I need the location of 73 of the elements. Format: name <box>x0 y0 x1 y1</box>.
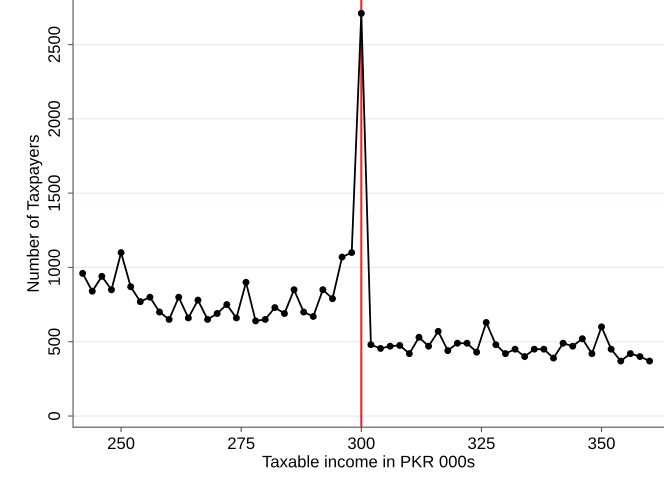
point <box>358 10 365 17</box>
y-tick-label: 1500 <box>48 175 60 210</box>
y-tick-label: 0 <box>48 412 60 420</box>
point <box>492 341 500 348</box>
point <box>454 340 461 347</box>
point <box>98 272 106 280</box>
x-axis-title: Taxable income in PKR 000s <box>262 455 474 468</box>
point <box>396 342 404 349</box>
point <box>118 249 125 256</box>
point <box>232 314 240 322</box>
point <box>338 254 346 261</box>
point <box>262 316 269 323</box>
point <box>386 342 394 350</box>
point <box>464 340 470 347</box>
point <box>329 295 336 302</box>
point <box>626 350 634 358</box>
y-tick-label: 2000 <box>48 100 60 137</box>
point <box>127 283 134 290</box>
y-axis-title: Number of Taxpayers <box>26 135 42 292</box>
point <box>271 304 278 312</box>
x-tick-label: 275 <box>228 437 254 450</box>
point <box>310 313 317 320</box>
point <box>444 347 452 354</box>
point <box>530 346 538 353</box>
point <box>280 310 288 317</box>
point <box>473 348 480 356</box>
point <box>560 340 567 347</box>
point <box>425 342 432 350</box>
point <box>512 346 519 353</box>
point <box>214 310 221 317</box>
point <box>146 294 154 301</box>
point <box>550 354 557 362</box>
point <box>223 301 230 308</box>
point <box>166 316 173 323</box>
point <box>608 346 615 353</box>
point <box>415 334 422 341</box>
point <box>194 296 202 304</box>
point <box>646 358 654 365</box>
x-tick-label: 250 <box>108 437 134 450</box>
point <box>617 358 624 365</box>
point <box>367 341 374 348</box>
point <box>136 298 144 306</box>
point <box>319 286 326 294</box>
x-tick-label: 325 <box>468 437 495 450</box>
point <box>569 342 576 350</box>
point <box>540 346 548 353</box>
point <box>598 323 606 330</box>
y-tick-label: 500 <box>48 328 60 355</box>
point <box>482 318 490 326</box>
point <box>588 350 596 358</box>
y-tick-label: 1000 <box>48 250 60 285</box>
y-tick-label: 2500 <box>48 26 60 62</box>
point <box>406 350 413 358</box>
point <box>502 350 509 358</box>
x-tick-label: 350 <box>588 437 615 450</box>
point <box>242 278 250 286</box>
point <box>521 353 528 360</box>
point <box>108 286 115 294</box>
point <box>175 294 182 301</box>
point <box>578 335 586 342</box>
point <box>79 270 86 277</box>
x-tick-label: 300 <box>348 437 375 450</box>
point <box>377 344 384 352</box>
point <box>300 308 308 316</box>
point <box>348 249 356 256</box>
point <box>88 288 96 295</box>
point <box>636 353 644 360</box>
point <box>184 314 192 322</box>
point <box>434 328 442 335</box>
point <box>290 286 298 294</box>
point <box>156 308 163 316</box>
point <box>204 316 212 323</box>
point <box>252 317 260 324</box>
